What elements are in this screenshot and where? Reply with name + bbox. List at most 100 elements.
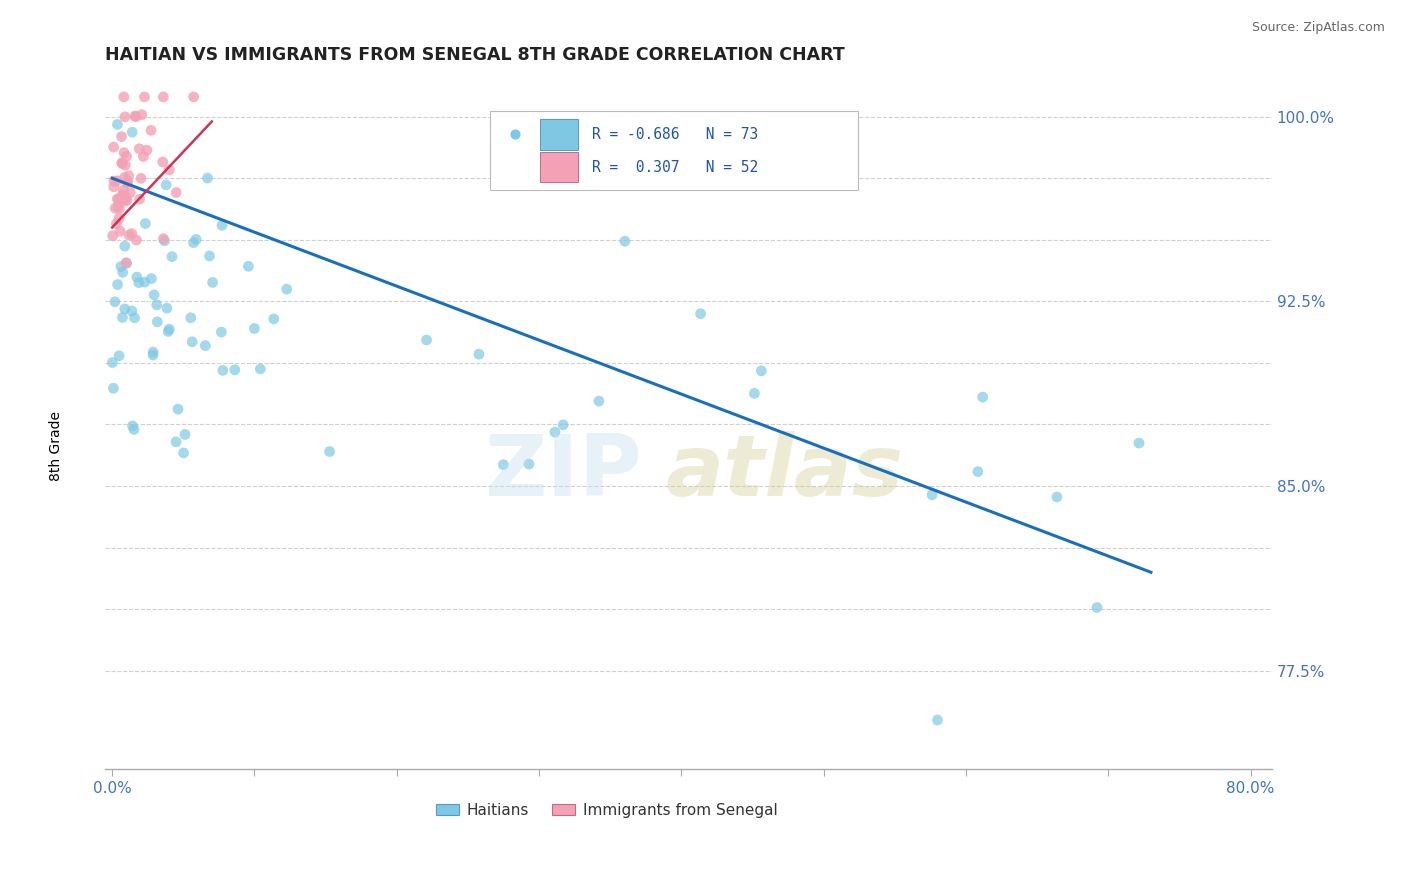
Bar <box>540 120 578 150</box>
Point <box>1046 490 1069 504</box>
Point <box>155 178 177 192</box>
Text: Source: ZipAtlas.com: Source: ZipAtlas.com <box>1251 21 1385 34</box>
Point <box>115 193 138 207</box>
Point <box>211 363 233 377</box>
Point <box>101 228 124 243</box>
Point <box>128 192 150 206</box>
Text: ZIP: ZIP <box>484 431 641 515</box>
Point <box>107 277 129 292</box>
Point <box>152 155 174 169</box>
Point <box>142 348 165 362</box>
Point <box>197 171 219 186</box>
Point <box>517 457 540 471</box>
Point <box>129 171 152 186</box>
Point <box>114 301 136 316</box>
Point <box>553 417 575 432</box>
Point <box>194 338 217 352</box>
Point <box>152 90 174 104</box>
Text: 8th Grade: 8th Grade <box>49 411 63 481</box>
Point <box>146 315 169 329</box>
Point <box>152 232 174 246</box>
Point <box>115 256 138 270</box>
Point <box>104 294 127 309</box>
Point <box>103 381 125 395</box>
Point <box>120 186 142 200</box>
Point <box>544 425 567 439</box>
Point <box>118 228 141 243</box>
Point <box>751 364 773 378</box>
Point <box>1085 600 1108 615</box>
Point <box>243 321 266 335</box>
Point <box>134 217 156 231</box>
Point <box>108 202 131 216</box>
Point <box>183 90 205 104</box>
Point <box>966 465 988 479</box>
Point <box>121 304 143 318</box>
Point <box>744 386 766 401</box>
Point <box>115 176 138 190</box>
Point <box>112 145 135 160</box>
Point <box>111 310 134 325</box>
Point <box>689 307 711 321</box>
Point <box>110 260 132 274</box>
Point <box>145 298 167 312</box>
Point <box>114 194 136 209</box>
Text: HAITIAN VS IMMIGRANTS FROM SENEGAL 8TH GRADE CORRELATION CHART: HAITIAN VS IMMIGRANTS FROM SENEGAL 8TH G… <box>105 46 845 64</box>
Point <box>114 190 136 204</box>
Point <box>108 211 131 226</box>
Point <box>125 110 148 124</box>
Point <box>160 250 183 264</box>
Point <box>111 192 134 206</box>
Point <box>167 402 190 417</box>
Point <box>183 235 205 250</box>
Text: R = -0.686   N = 73: R = -0.686 N = 73 <box>592 127 758 142</box>
Point <box>111 155 134 169</box>
Text: atlas: atlas <box>665 431 903 515</box>
Point <box>105 192 128 206</box>
Point <box>468 347 491 361</box>
Point <box>122 422 145 436</box>
Point <box>198 249 221 263</box>
Point <box>117 175 139 189</box>
Point <box>125 270 148 285</box>
Point <box>125 233 148 247</box>
Point <box>492 458 515 472</box>
Point <box>613 234 636 248</box>
Point <box>249 362 271 376</box>
Point <box>318 444 340 458</box>
Point <box>128 142 150 156</box>
Point <box>153 234 176 248</box>
Point <box>112 90 135 104</box>
Point <box>104 201 127 215</box>
Point <box>108 192 131 206</box>
Point <box>181 334 204 349</box>
Point <box>114 239 136 253</box>
Point <box>186 232 208 246</box>
Point <box>121 227 143 241</box>
Point <box>139 123 162 137</box>
Point <box>209 325 232 339</box>
Point <box>114 170 136 185</box>
Point <box>124 109 146 123</box>
Text: R =  0.307   N = 52: R = 0.307 N = 52 <box>592 160 758 175</box>
Point <box>111 156 134 170</box>
Point <box>141 271 163 285</box>
Point <box>1128 436 1150 450</box>
Point <box>134 275 156 289</box>
Point <box>142 345 165 359</box>
Point <box>276 282 298 296</box>
Point <box>124 310 146 325</box>
Point <box>201 276 224 290</box>
Point <box>112 183 135 197</box>
Point <box>972 390 994 404</box>
Point <box>224 363 246 377</box>
Point <box>921 488 943 502</box>
Point <box>110 224 132 238</box>
Point <box>128 276 150 290</box>
Point <box>157 162 180 177</box>
Point <box>211 219 233 233</box>
Point <box>156 301 179 315</box>
Point <box>110 129 132 144</box>
Point <box>103 179 125 194</box>
Point <box>132 149 155 163</box>
